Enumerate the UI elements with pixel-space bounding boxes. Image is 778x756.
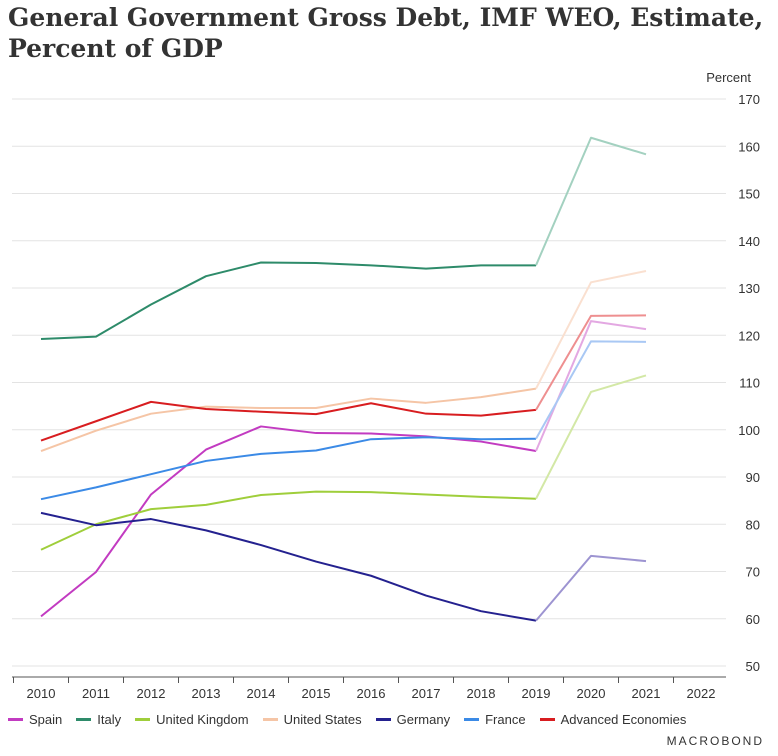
- series-line-advanced-economies: [40, 400, 537, 442]
- series-line-spain: [40, 425, 537, 618]
- legend-swatch: [262, 718, 278, 721]
- y-tick-label: 100: [738, 423, 760, 438]
- x-tick-label: 2011: [82, 686, 110, 701]
- series-line-france: [40, 436, 537, 501]
- chart-title-line-2: Percent of GDP: [8, 34, 223, 63]
- legend-item-france: France: [464, 712, 526, 727]
- brand-logo: MACROBOND: [666, 734, 764, 748]
- series-line-germany: [40, 511, 537, 622]
- x-tick-label: 2017: [412, 686, 441, 701]
- legend-label: Advanced Economies: [560, 712, 687, 727]
- x-tick-label: 2020: [577, 686, 606, 701]
- x-tick-label: 2021: [632, 686, 661, 701]
- x-tick-label: 2012: [137, 686, 166, 701]
- y-tick-label: 90: [746, 470, 760, 485]
- x-tick-label: 2015: [302, 686, 331, 701]
- legend-item-germany: Germany: [375, 712, 451, 727]
- legend-label: United States: [283, 712, 362, 727]
- legend-swatch: [464, 718, 480, 721]
- y-tick-label: 170: [738, 92, 760, 107]
- legend-label: United Kingdom: [156, 712, 249, 727]
- x-tick-label: 2016: [357, 686, 386, 701]
- y-tick-label: 120: [738, 328, 760, 343]
- legend-swatch: [135, 718, 151, 721]
- chart-title-line-1: General Government Gross Debt, IMF WEO, …: [8, 3, 764, 32]
- series-estimate-line-united-kingdom: [535, 374, 647, 500]
- series-estimate-line-germany: [535, 554, 647, 622]
- y-axis-label: Percent: [706, 70, 751, 85]
- legend-swatch: [8, 718, 23, 721]
- y-tick-label: 140: [738, 234, 760, 249]
- legend-item-united-states: United States: [262, 712, 362, 727]
- series-line-united-states: [40, 387, 537, 452]
- chart-title: General Government Gross Debt, IMF WEO, …: [8, 2, 768, 64]
- legend-label: France: [485, 712, 526, 727]
- y-tick-label: 70: [746, 565, 760, 580]
- legend-swatch: [375, 718, 391, 721]
- x-tick-label: 2014: [247, 686, 276, 701]
- series-estimate-line-united-states: [535, 270, 647, 390]
- y-tick-label: 50: [746, 659, 760, 674]
- legend-item-italy: Italy: [76, 712, 121, 727]
- x-tick-label: 2022: [687, 686, 716, 701]
- legend-label: Spain: [29, 712, 63, 727]
- x-tick-label: 2019: [522, 686, 551, 701]
- legend-label: Germany: [396, 712, 451, 727]
- series-line-united-kingdom: [40, 490, 537, 551]
- x-tick-label: 2010: [27, 686, 56, 701]
- series-line-italy: [40, 261, 536, 341]
- y-tick-label: 150: [738, 187, 760, 202]
- x-tick-label: 2018: [467, 686, 496, 701]
- series-estimate-line-advanced-economies: [535, 314, 647, 411]
- y-tick-label: 160: [738, 139, 760, 154]
- y-tick-label: 80: [746, 517, 760, 532]
- x-tick-label: 2013: [192, 686, 221, 701]
- legend-swatch: [76, 718, 92, 721]
- legend-item-united-kingdom: United Kingdom: [135, 712, 249, 727]
- legend-item-advanced-economies: Advanced Economies: [539, 712, 687, 727]
- series-estimate-line-italy: [535, 136, 647, 266]
- legend-swatch: [539, 718, 555, 721]
- y-tick-label: 130: [738, 281, 760, 296]
- legend-item-spain: Spain: [8, 712, 62, 727]
- y-tick-label: 110: [739, 376, 760, 391]
- legend-label: Italy: [97, 712, 122, 727]
- y-tick-label: 60: [746, 612, 760, 627]
- series-estimate-line-france: [535, 340, 647, 440]
- chart-legend: Spain Italy United Kingdom United States Ger…: [8, 712, 686, 727]
